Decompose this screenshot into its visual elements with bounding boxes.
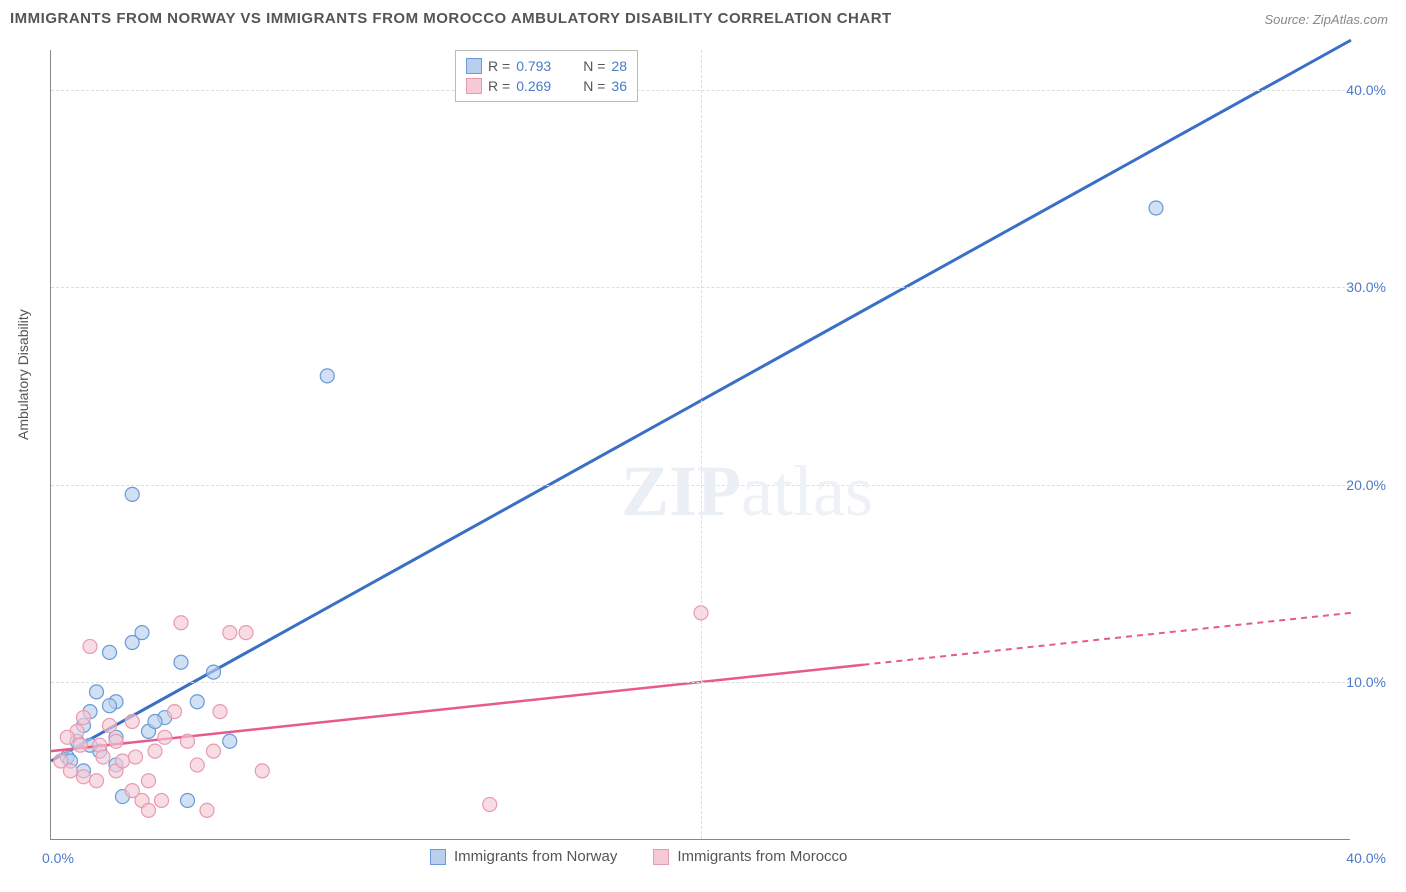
scatter-point: [158, 730, 172, 744]
legend-series-b-label: Immigrants from Morocco: [677, 848, 847, 865]
r-value: 0.269: [516, 78, 551, 94]
scatter-point: [223, 626, 237, 640]
scatter-point: [207, 665, 221, 679]
scatter-point: [129, 750, 143, 764]
legend-correlation: R = 0.793N = 28 R = 0.269N = 36: [455, 50, 638, 102]
y-tick-label: 20.0%: [1346, 477, 1386, 493]
scatter-point: [60, 730, 74, 744]
legend-series: Immigrants from Norway Immigrants from M…: [430, 848, 847, 865]
chart-container: IMMIGRANTS FROM NORWAY VS IMMIGRANTS FRO…: [0, 0, 1406, 892]
y-axis-label: Ambulatory Disability: [15, 309, 31, 440]
scatter-point: [116, 754, 130, 768]
scatter-point: [125, 784, 139, 798]
scatter-point: [90, 685, 104, 699]
scatter-point: [148, 744, 162, 758]
scatter-point: [77, 770, 91, 784]
legend-correlation-row: R = 0.793N = 28: [466, 56, 627, 76]
y-tick-label: 40.0%: [1346, 82, 1386, 98]
scatter-point: [190, 695, 204, 709]
n-value: 28: [611, 58, 627, 74]
scatter-point: [103, 699, 117, 713]
scatter-point: [96, 750, 110, 764]
scatter-point: [73, 738, 87, 752]
scatter-point: [142, 803, 156, 817]
scatter-point: [109, 734, 123, 748]
legend-correlation-row: R = 0.269N = 36: [466, 76, 627, 96]
scatter-point: [174, 655, 188, 669]
scatter-point: [174, 616, 188, 630]
scatter-point: [125, 636, 139, 650]
scatter-point: [125, 487, 139, 501]
scatter-point: [64, 764, 78, 778]
scatter-point: [213, 705, 227, 719]
scatter-point: [181, 794, 195, 808]
swatch-a-icon: [466, 58, 482, 74]
scatter-point: [483, 797, 497, 811]
x-tick-label: 40.0%: [1346, 850, 1386, 866]
scatter-point: [223, 734, 237, 748]
scatter-point: [103, 645, 117, 659]
scatter-point: [207, 744, 221, 758]
scatter-point: [148, 715, 162, 729]
chart-title: IMMIGRANTS FROM NORWAY VS IMMIGRANTS FRO…: [10, 10, 892, 27]
scatter-point: [320, 369, 334, 383]
scatter-point: [168, 705, 182, 719]
n-value: 36: [611, 78, 627, 94]
scatter-point: [1149, 201, 1163, 215]
legend-series-a-label: Immigrants from Norway: [454, 848, 617, 865]
x-tick-label: 0.0%: [42, 850, 74, 866]
scatter-point: [90, 774, 104, 788]
source-attribution: Source: ZipAtlas.com: [1264, 12, 1388, 27]
scatter-point: [200, 803, 214, 817]
swatch-b-icon: [466, 78, 482, 94]
swatch-b-icon: [653, 849, 669, 865]
scatter-point: [83, 639, 97, 653]
scatter-point: [181, 734, 195, 748]
y-tick-label: 10.0%: [1346, 674, 1386, 690]
scatter-point: [239, 626, 253, 640]
scatter-point: [77, 711, 91, 725]
scatter-point: [142, 774, 156, 788]
gridline-v: [701, 50, 702, 839]
y-tick-label: 30.0%: [1346, 279, 1386, 295]
scatter-point: [125, 715, 139, 729]
plot-area: ZIPatlas: [50, 50, 1350, 840]
scatter-point: [103, 718, 117, 732]
scatter-point: [155, 794, 169, 808]
scatter-point: [190, 758, 204, 772]
scatter-point: [255, 764, 269, 778]
r-value: 0.793: [516, 58, 551, 74]
swatch-a-icon: [430, 849, 446, 865]
